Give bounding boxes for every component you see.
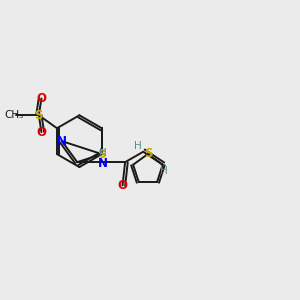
Text: O: O xyxy=(36,126,46,139)
Text: S: S xyxy=(98,148,106,160)
Text: H: H xyxy=(134,142,142,152)
Text: S: S xyxy=(144,148,152,160)
Text: H: H xyxy=(99,148,107,158)
Text: S: S xyxy=(34,109,43,122)
Text: O: O xyxy=(118,179,128,192)
Text: N: N xyxy=(98,157,108,170)
Text: N: N xyxy=(57,135,67,148)
Text: O: O xyxy=(36,92,46,105)
Text: CH₃: CH₃ xyxy=(4,110,24,120)
Text: H: H xyxy=(160,166,168,176)
